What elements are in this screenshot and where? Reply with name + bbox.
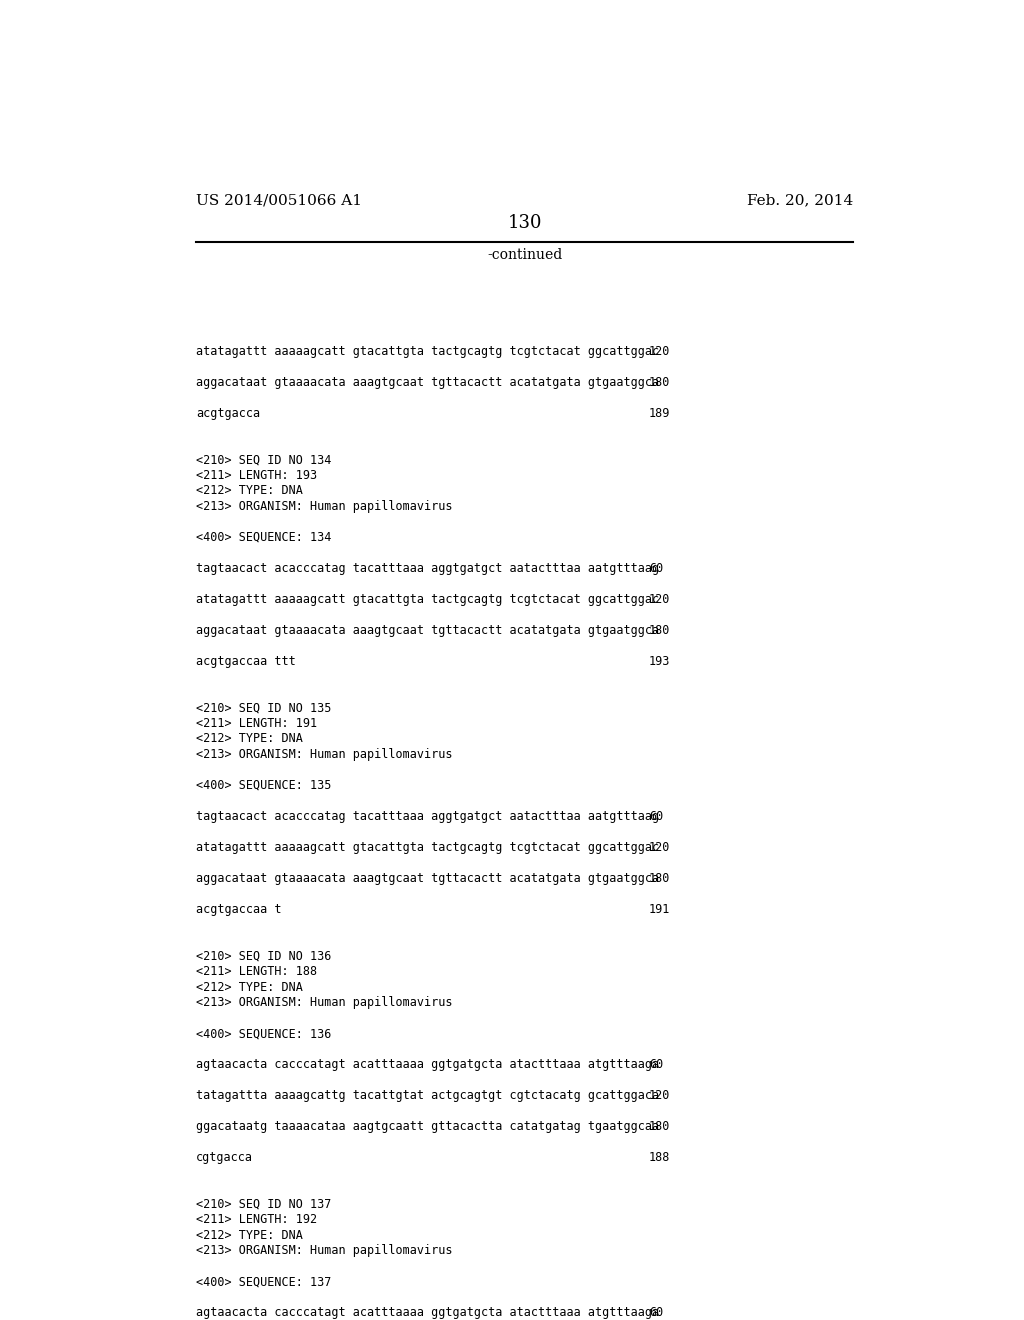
Text: agtaacacta cacccatagt acatttaaaa ggtgatgcta atactttaaa atgtttaaga: agtaacacta cacccatagt acatttaaaa ggtgatg… [197, 1059, 659, 1071]
Text: <213> ORGANISM: Human papillomavirus: <213> ORGANISM: Human papillomavirus [197, 748, 453, 760]
Text: atatagattt aaaaagcatt gtacattgta tactgcagtg tcgtctacat ggcattggac: atatagattt aaaaagcatt gtacattgta tactgca… [197, 593, 659, 606]
Text: 60: 60 [649, 1307, 664, 1319]
Text: US 2014/0051066 A1: US 2014/0051066 A1 [197, 193, 362, 207]
Text: 189: 189 [649, 407, 670, 420]
Text: <211> LENGTH: 188: <211> LENGTH: 188 [197, 965, 317, 978]
Text: atatagattt aaaaagcatt gtacattgta tactgcagtg tcgtctacat ggcattggac: atatagattt aaaaagcatt gtacattgta tactgca… [197, 345, 659, 358]
Text: <400> SEQUENCE: 135: <400> SEQUENCE: 135 [197, 779, 332, 792]
Text: 120: 120 [649, 345, 670, 358]
Text: <212> TYPE: DNA: <212> TYPE: DNA [197, 981, 303, 994]
Text: <211> LENGTH: 192: <211> LENGTH: 192 [197, 1213, 317, 1226]
Text: <213> ORGANISM: Human papillomavirus: <213> ORGANISM: Human papillomavirus [197, 1245, 453, 1257]
Text: <213> ORGANISM: Human papillomavirus: <213> ORGANISM: Human papillomavirus [197, 500, 453, 512]
Text: <400> SEQUENCE: 134: <400> SEQUENCE: 134 [197, 531, 332, 544]
Text: 180: 180 [649, 376, 670, 389]
Text: aggacataat gtaaaacata aaagtgcaat tgttacactt acatatgata gtgaatggca: aggacataat gtaaaacata aaagtgcaat tgttaca… [197, 376, 659, 389]
Text: <212> TYPE: DNA: <212> TYPE: DNA [197, 1229, 303, 1242]
Text: 60: 60 [649, 562, 664, 574]
Text: 180: 180 [649, 624, 670, 636]
Text: acgtgacca: acgtgacca [197, 407, 260, 420]
Text: acgtgaccaa t: acgtgaccaa t [197, 903, 282, 916]
Text: atatagattt aaaaagcatt gtacattgta tactgcagtg tcgtctacat ggcattggac: atatagattt aaaaagcatt gtacattgta tactgca… [197, 841, 659, 854]
Text: ggacataatg taaaacataa aagtgcaatt gttacactta catatgatag tgaatggcaa: ggacataatg taaaacataa aagtgcaatt gttacac… [197, 1121, 659, 1133]
Text: 193: 193 [649, 655, 670, 668]
Text: 130: 130 [508, 214, 542, 232]
Text: 191: 191 [649, 903, 670, 916]
Text: tagtaacact acacccatag tacatttaaa aggtgatgct aatactttaa aatgtttaag: tagtaacact acacccatag tacatttaaa aggtgat… [197, 810, 659, 822]
Text: <213> ORGANISM: Human papillomavirus: <213> ORGANISM: Human papillomavirus [197, 997, 453, 1008]
Text: <400> SEQUENCE: 136: <400> SEQUENCE: 136 [197, 1027, 332, 1040]
Text: <211> LENGTH: 191: <211> LENGTH: 191 [197, 717, 317, 730]
Text: agtaacacta cacccatagt acatttaaaa ggtgatgcta atactttaaa atgtttaaga: agtaacacta cacccatagt acatttaaaa ggtgatg… [197, 1307, 659, 1319]
Text: -continued: -continued [487, 248, 562, 263]
Text: tatagattta aaaagcattg tacattgtat actgcagtgt cgtctacatg gcattggaca: tatagattta aaaagcattg tacattgtat actgcag… [197, 1089, 659, 1102]
Text: 60: 60 [649, 1059, 664, 1071]
Text: tagtaacact acacccatag tacatttaaa aggtgatgct aatactttaa aatgtttaag: tagtaacact acacccatag tacatttaaa aggtgat… [197, 562, 659, 574]
Text: <212> TYPE: DNA: <212> TYPE: DNA [197, 733, 303, 746]
Text: 120: 120 [649, 1089, 670, 1102]
Text: acgtgaccaa ttt: acgtgaccaa ttt [197, 655, 296, 668]
Text: 180: 180 [649, 873, 670, 884]
Text: aggacataat gtaaaacata aaagtgcaat tgttacactt acatatgata gtgaatggca: aggacataat gtaaaacata aaagtgcaat tgttaca… [197, 873, 659, 884]
Text: <212> TYPE: DNA: <212> TYPE: DNA [197, 484, 303, 498]
Text: <210> SEQ ID NO 134: <210> SEQ ID NO 134 [197, 453, 332, 466]
Text: Feb. 20, 2014: Feb. 20, 2014 [748, 193, 853, 207]
Text: <400> SEQUENCE: 137: <400> SEQUENCE: 137 [197, 1275, 332, 1288]
Text: <211> LENGTH: 193: <211> LENGTH: 193 [197, 469, 317, 482]
Text: 180: 180 [649, 1121, 670, 1133]
Text: <210> SEQ ID NO 137: <210> SEQ ID NO 137 [197, 1197, 332, 1210]
Text: cgtgacca: cgtgacca [197, 1151, 253, 1164]
Text: 60: 60 [649, 810, 664, 822]
Text: <210> SEQ ID NO 136: <210> SEQ ID NO 136 [197, 949, 332, 962]
Text: aggacataat gtaaaacata aaagtgcaat tgttacactt acatatgata gtgaatggca: aggacataat gtaaaacata aaagtgcaat tgttaca… [197, 624, 659, 636]
Text: <210> SEQ ID NO 135: <210> SEQ ID NO 135 [197, 701, 332, 714]
Text: 188: 188 [649, 1151, 670, 1164]
Text: 120: 120 [649, 841, 670, 854]
Text: 120: 120 [649, 593, 670, 606]
